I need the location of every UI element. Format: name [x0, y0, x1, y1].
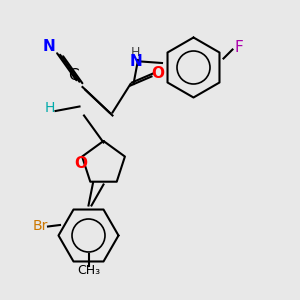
Text: O: O [74, 156, 88, 171]
Text: H: H [44, 101, 55, 115]
Text: CH₃: CH₃ [77, 263, 100, 277]
Text: O: O [151, 66, 164, 81]
Text: N: N [130, 54, 142, 69]
Text: H: H [131, 46, 141, 59]
Text: F: F [234, 40, 243, 56]
Text: N: N [43, 39, 56, 54]
Text: Br: Br [33, 220, 48, 233]
Text: C: C [68, 68, 79, 82]
